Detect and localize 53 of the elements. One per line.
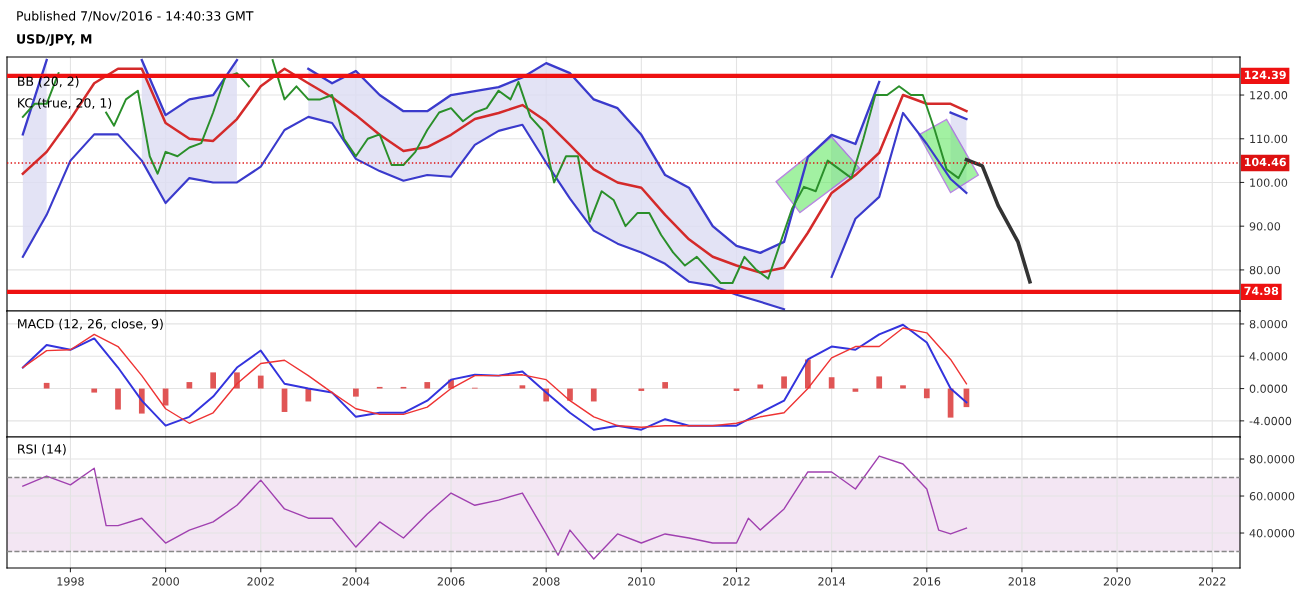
bar [257, 375, 264, 389]
x-tick-label: 2004 [342, 577, 370, 586]
x-tick-label: 2020 [1103, 577, 1131, 586]
bar [876, 376, 883, 389]
bar [210, 372, 217, 389]
bar [757, 384, 764, 389]
line-series [22, 455, 968, 560]
y-tick-label: 110.00 [1250, 134, 1288, 144]
text: MACD (12, 26, close, 9) [18, 318, 163, 330]
bar [305, 388, 312, 402]
x-tick-label: 2008 [532, 577, 560, 586]
line-series [964, 157, 1032, 284]
ref-line-label: 124.39 [1244, 70, 1286, 80]
y-tick-label: 120.00 [1250, 91, 1288, 100]
text: RSI (14) [18, 444, 66, 456]
y-tick-label: 4.0000 [1249, 352, 1288, 361]
bar [43, 382, 50, 389]
y-tick-label: 80.00 [1249, 265, 1281, 275]
x-tick-label: 2010 [628, 577, 655, 586]
bar [424, 382, 431, 389]
x-tick-label: 2016 [913, 577, 941, 586]
y-tick-label: 0.0000 [1249, 384, 1288, 393]
y-tick-label: 100.00 [1250, 178, 1288, 187]
bar [900, 385, 906, 389]
y-tick-label: -4.0000 [1249, 416, 1292, 426]
bar [781, 376, 787, 389]
bar [662, 382, 668, 389]
bar [91, 388, 98, 393]
bar [923, 388, 930, 399]
bar [353, 388, 359, 397]
bar [828, 377, 835, 389]
y-tick-label: 60.0000 [1249, 492, 1295, 501]
bar [186, 382, 193, 389]
x-tick-label: 1998 [57, 577, 84, 586]
x-tick-label: 2018 [1008, 577, 1036, 586]
bar [590, 388, 597, 402]
y-tick-label: 40.0000 [1249, 529, 1295, 538]
y-tick-label: 90.00 [1249, 222, 1281, 231]
x-tick-label: 2022 [1198, 577, 1226, 586]
ref-line-label: 104.46 [1244, 157, 1286, 167]
y-tick-label: 8.0000 [1249, 319, 1288, 329]
bar [567, 388, 573, 401]
chart-title: USD/JPY, M [17, 34, 92, 46]
bar [115, 388, 121, 410]
x-tick-label: 2000 [152, 577, 179, 586]
y-tick-label: 80.0000 [1249, 454, 1295, 464]
text: Published 7/Nov/2016 - 14:40:33 GMT [17, 10, 254, 22]
x-tick-label: 2012 [723, 577, 750, 586]
x-tick-label: 2006 [437, 577, 465, 586]
ref-line-label: 74.98 [1244, 286, 1279, 296]
x-tick-label: 2002 [247, 577, 274, 586]
x-tick-label: 2014 [818, 577, 846, 586]
bar [519, 385, 526, 389]
